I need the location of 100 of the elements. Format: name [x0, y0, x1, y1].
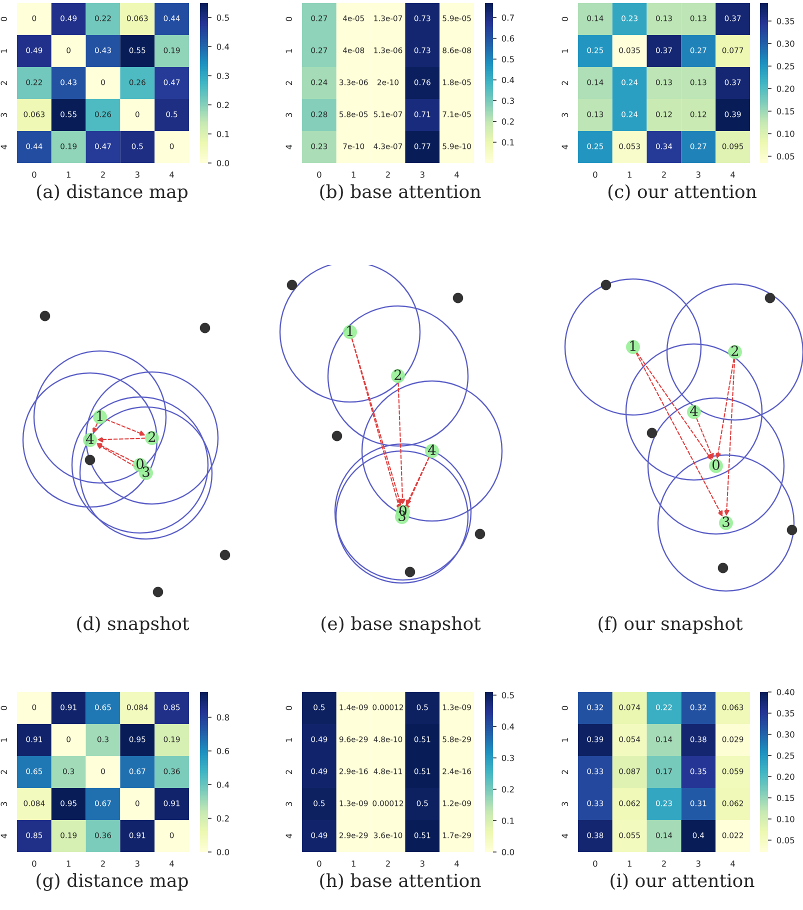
color-bar-label: 0.40	[776, 688, 794, 696]
y-tick-label: 1	[286, 738, 292, 742]
y-tick-label: 4	[286, 834, 292, 838]
text: 2	[732, 346, 738, 356]
color-bar-label: 0.20	[776, 86, 794, 92]
text: 3	[142, 466, 150, 478]
color-bar-label: 0.6	[216, 748, 230, 754]
x-tick-label: 0	[32, 860, 36, 867]
y-tick-label: 3	[562, 802, 568, 806]
x-tick-label: 4	[454, 172, 459, 178]
color-bar-label: 0.05	[776, 153, 794, 160]
x-tick-label: 0	[593, 860, 598, 867]
color-bar-label: 0.25	[776, 752, 794, 759]
x-tick-label: 2	[386, 860, 390, 867]
x-tick-label: 3	[696, 860, 700, 867]
text: 4	[86, 434, 94, 444]
text: (a) distance map	[37, 184, 188, 202]
y-tick-label: 4	[562, 144, 568, 150]
text: (c) our attention	[608, 184, 756, 201]
x-tick-label: 3	[135, 860, 140, 867]
color-bar-label: 0.4	[216, 782, 230, 788]
x-tick-label: 2	[386, 171, 390, 178]
color-bar-label: 0.4	[502, 723, 514, 730]
color-bar-label: 0.25	[776, 63, 794, 70]
color-bar-label: 0.3	[216, 72, 229, 80]
color-bar-label: 0.2	[216, 815, 229, 822]
text: 1	[347, 326, 352, 336]
y-tick-label: 2	[0, 81, 7, 86]
color-bar-label: 0.4	[216, 44, 230, 50]
y-tick-label: 4	[286, 144, 292, 150]
x-tick-label: 0	[317, 171, 322, 178]
x-tick-label: 2	[100, 860, 105, 867]
text: 0	[136, 458, 144, 470]
x-tick-label: 2	[662, 171, 666, 178]
y-tick-label: 0	[0, 706, 8, 710]
y-tick-label: 3	[286, 113, 292, 118]
color-bar-label: 0.1	[502, 139, 514, 146]
y-tick-label: 2	[286, 81, 292, 86]
x-tick-label: 3	[696, 171, 700, 178]
x-tick-label: 4	[170, 172, 174, 178]
y-tick-label: 1	[0, 738, 7, 742]
color-bar-label: 0.2	[502, 786, 514, 793]
text: (i) our attention	[610, 873, 754, 890]
text: (h) base attention	[320, 873, 481, 890]
color-bar-label: 0.15	[776, 108, 794, 114]
color-bar-label: 0.5	[502, 56, 514, 62]
y-tick-label: 2	[562, 770, 568, 774]
color-bar-label: 0.3	[502, 754, 514, 762]
y-tick-label: 0	[286, 706, 292, 710]
y-tick-label: 3	[0, 113, 8, 118]
color-bar-label: 0.4	[502, 76, 514, 84]
x-tick-label: 1	[66, 172, 70, 178]
text: (b) base attention	[320, 184, 481, 201]
text: 4	[428, 444, 436, 455]
color-bar-label: 0.5	[216, 14, 229, 21]
color-bar-label: 0.30	[776, 40, 794, 47]
x-tick-label: 1	[352, 860, 356, 867]
color-bar-label: 0.3	[502, 98, 514, 104]
color-bar-label: 0.15	[776, 794, 794, 802]
x-tick-label: 4	[170, 860, 174, 867]
color-bar-label: 0.0	[216, 848, 230, 856]
x-tick-label: 1	[628, 860, 632, 867]
x-tick-label: 0	[593, 171, 598, 178]
x-tick-label: 0	[32, 171, 36, 178]
y-tick-label: 4	[0, 834, 7, 838]
y-tick-label: 1	[286, 49, 292, 53]
color-bar-label: 0.8	[216, 714, 230, 721]
text: (e) base snapshot	[322, 616, 481, 634]
y-tick-label: 0	[562, 706, 568, 710]
color-bar-label: 0.20	[776, 774, 794, 780]
color-bar-label: 0.1	[216, 130, 229, 138]
x-tick-label: 2	[100, 171, 105, 178]
color-bar-label: 0.35	[776, 710, 794, 716]
text: (d) snapshot	[77, 616, 190, 634]
x-tick-label: 3	[420, 860, 424, 867]
text: 1	[630, 340, 636, 351]
text: (f) our snapshot	[598, 616, 743, 634]
y-tick-label: 1	[0, 49, 7, 53]
y-tick-label: 3	[286, 802, 292, 806]
y-tick-label: 3	[562, 113, 568, 118]
color-bar-label: 0.10	[776, 130, 794, 137]
x-tick-label: 2	[662, 860, 666, 867]
y-tick-label: 3	[0, 802, 8, 806]
x-tick-label: 4	[454, 860, 459, 867]
y-tick-label: 0	[562, 16, 568, 22]
y-tick-label: 2	[286, 770, 292, 774]
y-tick-label: 0	[0, 16, 8, 22]
x-tick-label: 3	[135, 171, 140, 178]
text: 2	[394, 370, 402, 380]
color-bar-label: 0.05	[776, 837, 794, 844]
color-bar-label: 0.1	[502, 818, 514, 824]
x-tick-label: 0	[317, 860, 322, 867]
color-bar-label: 0.35	[776, 18, 794, 24]
x-tick-label: 4	[730, 172, 735, 178]
x-tick-label: 1	[352, 172, 356, 178]
x-tick-label: 1	[66, 860, 70, 867]
color-bar-label: 0.30	[776, 731, 794, 738]
y-tick-label: 2	[562, 81, 568, 86]
color-bar-label: 0.0	[216, 160, 230, 166]
color-bar-label: 0.6	[502, 35, 514, 42]
